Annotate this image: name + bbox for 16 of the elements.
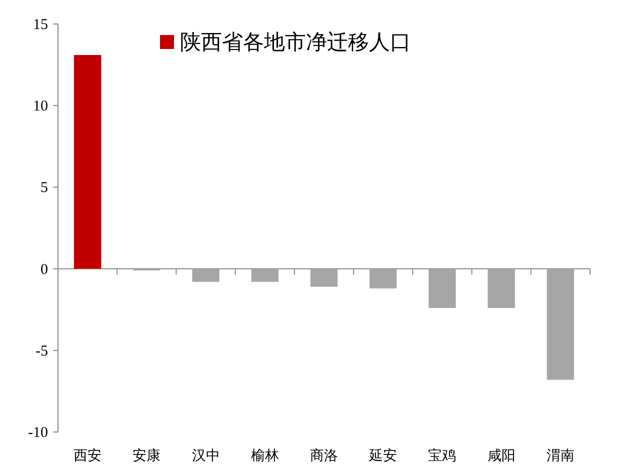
y-tick-label: -10 [28, 425, 48, 441]
x-tick-label: 汉中 [192, 448, 220, 464]
x-tick-label: 宝鸡 [428, 448, 456, 464]
x-tick-label: 商洛 [310, 448, 338, 464]
x-tick-label: 咸阳 [487, 448, 516, 464]
x-tick-label: 延安 [368, 448, 398, 464]
x-tick-label: 榆林 [250, 448, 279, 464]
x-tick-label: 西安 [74, 448, 102, 464]
y-tick-label: 15 [33, 17, 48, 33]
y-tick-label: 0 [40, 262, 48, 278]
y-tick-label: 10 [33, 98, 48, 115]
x-tick-label: 渭南 [546, 448, 574, 464]
legend: 陕西省各地市净迁移人口 [160, 30, 411, 54]
y-tick-label: -5 [36, 343, 48, 360]
x-tick-label: 安康 [132, 448, 161, 464]
y-tick-label: 5 [40, 180, 48, 196]
